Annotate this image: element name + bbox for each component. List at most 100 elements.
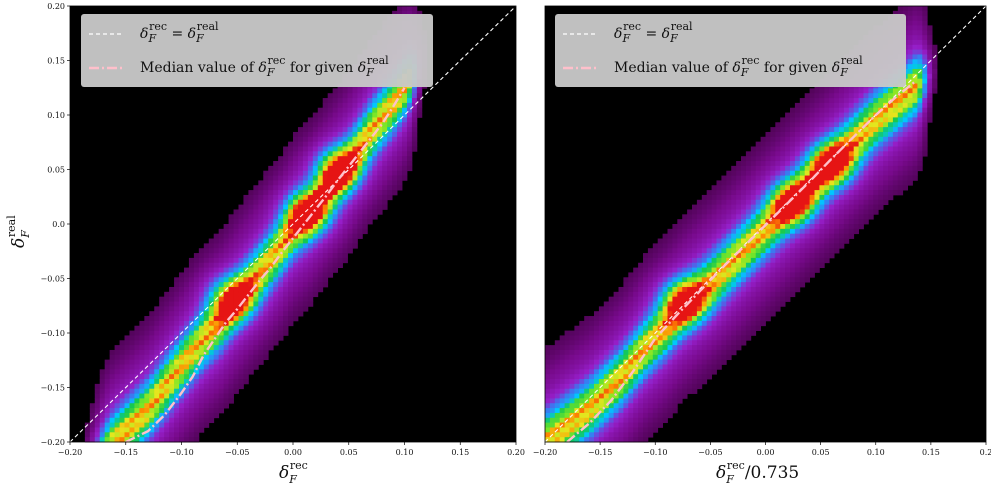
heatmap-cell xyxy=(352,238,358,244)
heatmap-cell xyxy=(119,393,125,399)
heatmap-cell xyxy=(569,354,575,361)
heatmap-cell xyxy=(213,364,220,370)
heatmap-cell xyxy=(770,262,776,268)
heatmap-cell xyxy=(154,437,160,443)
heatmap-cell xyxy=(347,248,353,254)
heatmap-cell xyxy=(809,112,815,118)
heatmap-cell xyxy=(377,165,383,172)
heatmap-cell xyxy=(377,194,383,201)
heatmap-cell xyxy=(843,190,850,196)
heatmap-cell xyxy=(780,253,786,259)
heatmap-cell xyxy=(233,349,239,356)
heatmap-cell xyxy=(662,248,668,254)
heatmap-cell xyxy=(312,131,319,138)
heatmap-cell xyxy=(706,267,712,273)
heatmap-cell xyxy=(682,316,688,322)
heatmap-cell xyxy=(667,408,673,414)
heatmap-cell xyxy=(307,117,314,123)
heatmap-cell xyxy=(574,432,580,438)
heatmap-cell xyxy=(169,349,175,356)
heatmap-cell xyxy=(829,170,835,176)
heatmap-cell xyxy=(819,107,825,113)
heatmap-cell xyxy=(253,359,259,365)
heatmap-cell xyxy=(755,248,761,254)
heatmap-cell xyxy=(657,248,663,254)
heatmap-cell xyxy=(193,432,200,438)
heatmap-cell xyxy=(608,388,614,394)
heatmap-cell xyxy=(208,257,215,264)
heatmap-cell xyxy=(223,388,229,394)
heatmap-cell xyxy=(208,311,215,317)
heatmap-cell xyxy=(104,427,111,433)
heatmap-cell xyxy=(293,131,299,138)
heatmap-cell xyxy=(213,233,220,239)
heatmap-cell xyxy=(263,257,269,264)
heatmap-cell xyxy=(696,301,703,307)
heatmap-cell xyxy=(549,359,556,365)
heatmap-cell xyxy=(288,238,294,244)
heatmap-cell xyxy=(687,286,693,293)
heatmap-cell xyxy=(322,233,329,239)
heatmap-cell xyxy=(228,286,234,293)
heatmap-cell xyxy=(183,335,190,341)
heatmap-cell xyxy=(332,112,338,118)
heatmap-cell xyxy=(853,146,859,152)
heatmap-cell xyxy=(711,209,717,215)
heatmap-cell xyxy=(372,102,378,109)
heatmap-cell xyxy=(104,364,111,370)
heatmap-cell xyxy=(169,345,175,351)
heatmap-cell xyxy=(402,122,408,128)
heatmap-cell xyxy=(144,359,150,365)
heatmap-cell xyxy=(868,161,874,167)
heatmap-cell xyxy=(223,345,229,351)
heatmap-cell xyxy=(755,204,761,210)
heatmap-cell xyxy=(584,417,590,424)
heatmap-cell xyxy=(745,306,752,312)
heatmap-cell xyxy=(736,219,742,225)
heatmap-cell xyxy=(785,233,791,239)
heatmap-cell xyxy=(814,127,820,133)
heatmap-cell xyxy=(406,136,413,143)
heatmap-cell xyxy=(169,422,175,428)
heatmap-cell xyxy=(628,393,634,399)
heatmap-cell xyxy=(745,190,752,196)
heatmap-cell xyxy=(307,122,314,128)
heatmap-cell xyxy=(863,180,869,186)
heatmap-cell xyxy=(377,127,383,133)
heatmap-cell xyxy=(633,412,639,419)
heatmap-cell xyxy=(327,248,334,254)
heatmap-cell xyxy=(868,209,874,215)
heatmap-cell xyxy=(574,325,580,331)
heatmap-cell xyxy=(174,306,180,312)
heatmap-cell xyxy=(736,238,742,244)
heatmap-cell xyxy=(883,180,889,186)
heatmap-cell xyxy=(169,325,175,331)
heatmap-cell xyxy=(790,286,796,293)
heatmap-cell xyxy=(878,180,884,186)
heatmap-cell xyxy=(203,383,210,390)
heatmap-cell xyxy=(765,170,771,176)
heatmap-cell xyxy=(233,369,239,375)
heatmap-cell xyxy=(745,262,752,268)
heatmap-cell xyxy=(114,359,120,365)
heatmap-cell xyxy=(312,209,319,215)
heatmap-cell xyxy=(638,291,644,298)
heatmap-cell xyxy=(193,253,200,259)
heatmap-cell xyxy=(574,374,580,380)
heatmap-cell xyxy=(672,286,678,293)
heatmap-cell xyxy=(873,88,879,94)
heatmap-cell xyxy=(392,190,398,196)
heatmap-cell xyxy=(342,156,348,162)
heatmap-cell xyxy=(883,131,889,138)
heatmap-cell xyxy=(589,369,595,375)
heatmap-cell xyxy=(834,204,840,210)
heatmap-cell xyxy=(794,107,801,113)
heatmap-cell xyxy=(696,383,703,390)
heatmap-cell xyxy=(297,257,304,264)
heatmap-cell xyxy=(312,151,319,157)
heatmap-cell xyxy=(273,180,279,186)
heatmap-cell xyxy=(696,204,703,210)
heatmap-cell xyxy=(322,219,329,225)
heatmap-cell xyxy=(834,136,840,143)
heatmap-cell xyxy=(814,165,820,172)
